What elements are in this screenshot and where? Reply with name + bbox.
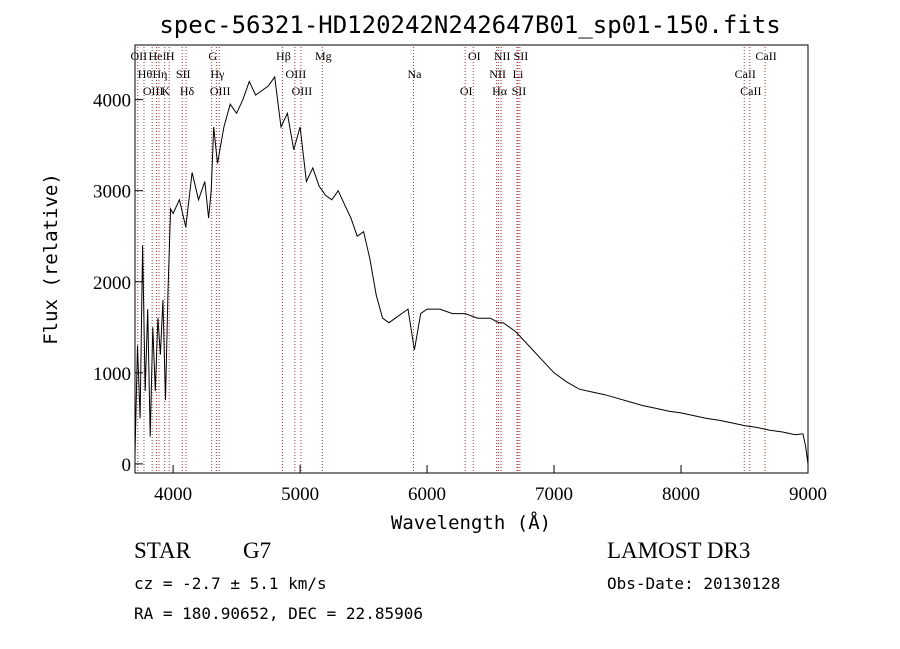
line-label: Hβ — [276, 49, 291, 63]
y-axis-label: Flux (relative) — [40, 173, 62, 345]
line-label: Mg — [315, 49, 332, 63]
x-tick-label: 9000 — [789, 484, 827, 505]
line-label: Hθ — [138, 67, 153, 81]
line-label: NII — [494, 49, 511, 63]
line-label: H — [166, 49, 175, 63]
y-tick-label: 1000 — [93, 364, 131, 385]
x-tick-label: 5000 — [281, 484, 319, 505]
line-label: CaII — [740, 84, 761, 98]
line-label: CaII — [735, 67, 756, 81]
redshift-readout: cz = -2.7 ± 5.1 km/s — [134, 574, 327, 593]
line-label: K — [161, 84, 170, 98]
line-label: Hη — [153, 67, 168, 81]
line-label: OIII — [143, 84, 164, 98]
y-axis-ticks: 0 1000 2000 3000 4000 — [93, 91, 143, 476]
spectrum-line — [134, 75, 809, 464]
line-label: OIII — [210, 84, 231, 98]
object-type: STAR — [134, 538, 191, 563]
line-label: HeI — [148, 49, 166, 63]
line-label: SII — [512, 84, 527, 98]
observation-date: Obs-Date: 20130128 — [607, 574, 781, 593]
y-tick-label: 0 — [122, 455, 132, 476]
coordinates: RA = 180.90652, DEC = 22.85906 — [134, 604, 423, 623]
y-tick-label: 3000 — [93, 182, 131, 203]
chart-title: spec-56321-HD120242N242647B01_sp01-150.f… — [159, 11, 780, 39]
line-label: OII — [130, 49, 147, 63]
line-label: OI — [460, 84, 473, 98]
x-tick-label: 4000 — [154, 484, 192, 505]
y-tick-label: 4000 — [93, 91, 131, 112]
line-label: Hα — [492, 84, 508, 98]
x-tick-label: 7000 — [535, 484, 573, 505]
line-label: SII — [514, 49, 529, 63]
line-label: CaII — [755, 49, 776, 63]
line-label: G — [208, 49, 217, 63]
plot-frame — [134, 44, 809, 474]
x-axis-ticks: 4000 5000 6000 7000 8000 9000 — [154, 465, 827, 505]
line-label: NII — [489, 67, 506, 81]
x-tick-label: 6000 — [408, 484, 446, 505]
x-tick-label: 8000 — [662, 484, 700, 505]
line-label: OI — [468, 49, 481, 63]
line-label: Hγ — [210, 67, 225, 81]
line-label: SII — [176, 67, 191, 81]
subclass: G7 — [243, 538, 272, 563]
survey-name: LAMOST DR3 — [607, 538, 751, 563]
line-label: Na — [407, 67, 422, 81]
line-label: OIII — [286, 67, 307, 81]
line-label: Hδ — [180, 84, 195, 98]
line-label: OIII — [292, 84, 313, 98]
y-tick-label: 2000 — [93, 273, 131, 294]
line-annotations: OIIHθOIIIHeIHηKHSIIHδGHγOIIIHβOIIIOIIIMg… — [130, 47, 777, 471]
x-axis-label: Wavelength (Å) — [391, 511, 551, 534]
